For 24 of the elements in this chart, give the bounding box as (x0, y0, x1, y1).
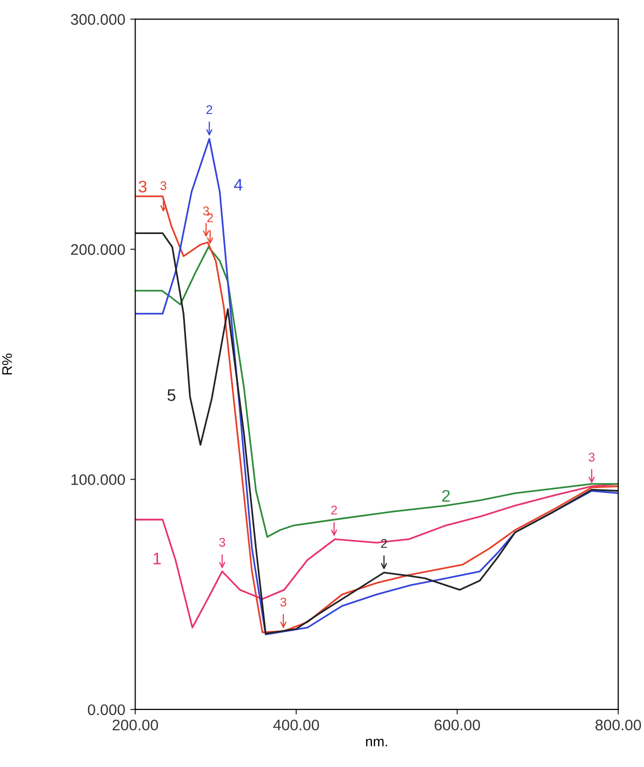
annotation: 2 (331, 506, 337, 514)
x-axis-title: nm. (366, 738, 388, 746)
x-tick-label: 600.00 (434, 720, 480, 730)
x-tick-label: 200.00 (112, 720, 158, 730)
annotation: 2 (207, 213, 213, 222)
annotation: 3 (203, 206, 210, 216)
x-tick-label: 400.00 (273, 720, 320, 730)
series-label: 2 (442, 490, 450, 502)
annotation: 3 (219, 538, 226, 547)
y-tick-label: 200.000 (71, 244, 125, 255)
y-tick-label: 0.000 (88, 704, 125, 716)
series-label: 3 (138, 180, 147, 192)
line-series (135, 246, 618, 538)
annotation: 3 (160, 181, 166, 190)
series-label: 1 (154, 552, 161, 564)
y-axis-title: R% (2, 354, 12, 374)
y-tick-label: 100.000 (71, 474, 125, 486)
y-tick-label: 300.000 (70, 14, 125, 25)
annotation: 3 (280, 598, 286, 607)
series-label: 5 (167, 389, 176, 402)
annotation: 2 (206, 105, 212, 114)
series-label: 4 (234, 179, 242, 191)
x-tick-label: 800.00 (596, 720, 642, 730)
annotation: 3 (588, 452, 595, 462)
